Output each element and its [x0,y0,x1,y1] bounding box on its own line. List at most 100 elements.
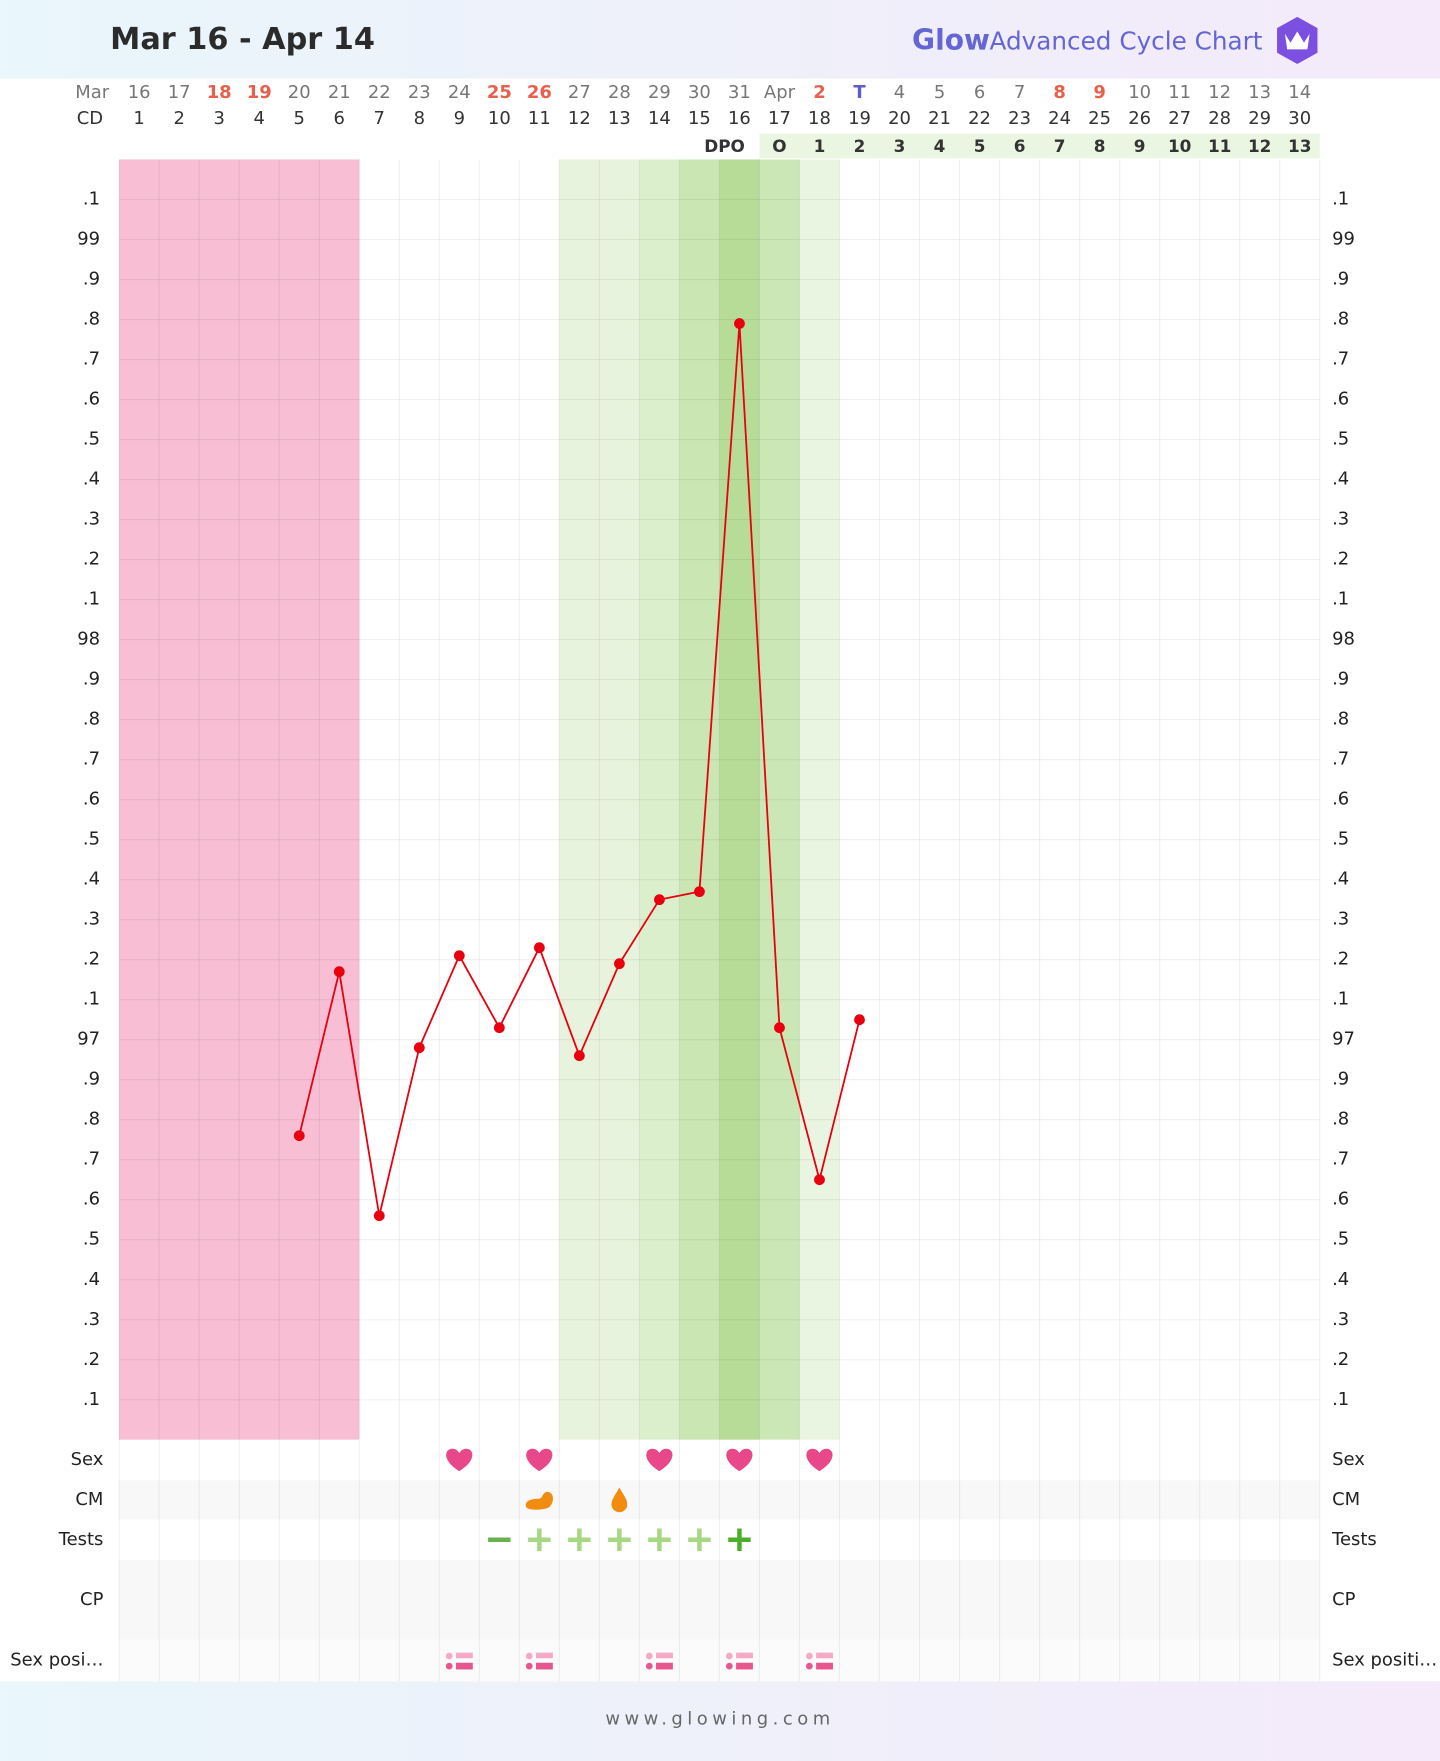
dpo-value: 4 [934,136,946,156]
y-tick-label: .5 [83,829,100,850]
fertile-band [639,159,680,1440]
y-tick-label: .1 [83,589,100,610]
tests-icon [488,1537,511,1542]
y-tick-label: .6 [83,389,100,410]
dpo-value: 5 [974,136,986,156]
date-label: 17 [168,82,191,103]
row-background [119,1559,1320,1640]
date-label: 21 [328,82,351,103]
positions-icon [725,1652,753,1670]
y-tick-label-right: .3 [1332,909,1349,930]
y-tick-label-right: .6 [1332,1189,1349,1210]
heart [806,1448,833,1472]
test-bar [697,1528,702,1551]
cd-tick-label: 29 [1248,108,1271,129]
y-tick-label-right: .2 [1332,1349,1349,1370]
position-bar [816,1652,833,1659]
y-tick-label: .4 [83,469,100,490]
heart [526,1448,553,1472]
date-label: T [853,82,866,103]
y-tick-label-right: .2 [1332,949,1349,970]
fertile-band [719,159,760,1440]
y-tick-label-right: .8 [1332,309,1349,330]
y-tick-label: .4 [83,869,100,890]
cd-tick-label: 22 [968,108,991,129]
row-label-right: Sex positi… [1332,1649,1437,1670]
date-label: 6 [974,82,985,103]
y-tick-label-right: 97 [1332,1029,1355,1050]
y-tick-label: .9 [83,269,100,290]
y-tick-label: .7 [83,1149,100,1170]
temperature-point [413,1042,425,1054]
header-bar [0,0,1440,79]
cd-tick-label: 26 [1128,108,1151,129]
date-label: 12 [1208,82,1231,103]
tests-icon [568,1528,591,1551]
y-tick-label-right: .7 [1332,749,1349,770]
date-label: 13 [1248,82,1271,103]
position-dot [645,1652,653,1660]
footer-bar [0,1681,1440,1761]
y-tick-label: .3 [83,909,100,930]
date-label: 22 [368,82,391,103]
date-label: 30 [688,82,711,103]
position-bar [455,1652,473,1659]
cd-tick-label: 4 [253,108,264,129]
row-label-right: CP [1332,1589,1356,1610]
row-label: Sex [71,1449,104,1470]
watery-drop [611,1487,628,1513]
y-tick-label-right: .1 [1332,589,1349,610]
test-bar [657,1528,662,1551]
temperature-point [694,886,705,898]
positions-icon [645,1652,673,1670]
y-tick-label: .8 [83,709,100,730]
temperature-point [453,950,465,962]
tests-icon [608,1528,631,1551]
y-tick-label-right: .2 [1332,549,1349,570]
row-label: CP [80,1589,104,1610]
position-dot [525,1652,533,1660]
y-tick-label-right: .1 [1332,188,1349,209]
crown-badge [1277,16,1318,65]
tests-icon [688,1528,711,1551]
y-tick-label: .2 [83,949,100,970]
cd-tick-label: 27 [1168,108,1191,129]
date-label: Apr [764,82,796,103]
date-label: 27 [568,82,591,103]
date-label: 11 [1168,82,1191,103]
position-bar [535,1662,553,1670]
temperature-point [293,1130,305,1142]
subtitle: Advanced Cycle Chart [990,27,1263,56]
date-label: 31 [728,82,751,103]
dpo-value: O [772,136,786,156]
y-tick-label: .2 [83,1349,100,1370]
temperature-point [333,966,345,978]
position-bar [455,1662,473,1670]
temperature-point [734,318,745,329]
position-bar [816,1662,833,1670]
date-label: 25 [487,82,512,103]
cd-tick-label: 8 [414,108,425,129]
y-tick-label: .1 [83,188,100,209]
y-tick-label-right: .9 [1332,269,1349,290]
y-tick-label: .1 [83,1389,100,1410]
y-tick-label-right: 98 [1332,629,1355,650]
date-label: 10 [1128,82,1151,103]
y-tick-label-right: .1 [1332,1389,1349,1410]
y-tick-label-right: .4 [1332,869,1349,890]
test-bar [488,1537,511,1542]
sex-icon [526,1448,553,1472]
position-bar [656,1662,673,1670]
cd-tick-label: 7 [374,108,385,129]
cd-tick-label: 14 [648,108,671,129]
row-label-right: Sex [1332,1449,1365,1470]
positions-icon [806,1652,833,1670]
date-label: 9 [1093,82,1106,103]
position-dot [445,1652,453,1660]
cd-tick-label: 24 [1048,108,1071,129]
fertile-band [559,159,600,1440]
position-dot [725,1652,733,1660]
date-label: 4 [894,82,905,103]
y-tick-label: 99 [77,228,100,249]
y-tick-label-right: .7 [1332,349,1349,370]
